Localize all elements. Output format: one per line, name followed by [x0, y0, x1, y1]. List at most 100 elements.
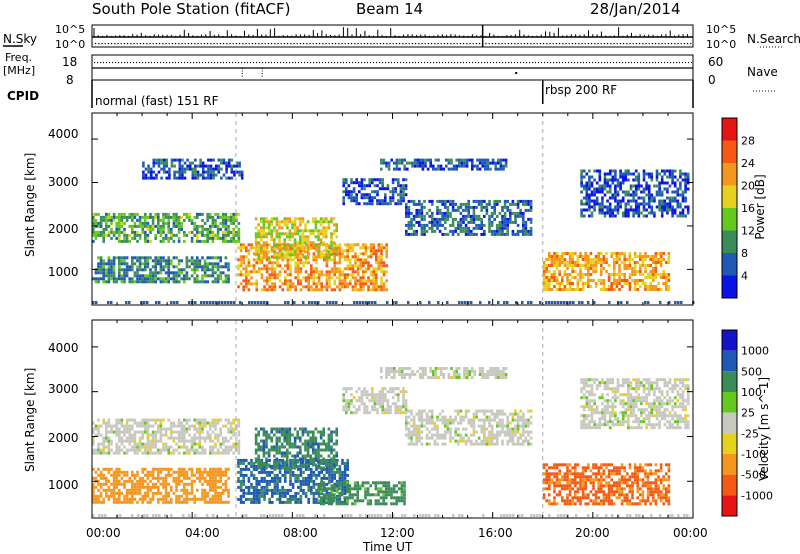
heatmap-cell [389, 199, 392, 203]
heatmap-cell [271, 479, 274, 483]
heatmap-cell [333, 252, 336, 256]
heatmap-cell [167, 500, 170, 504]
heatmap-cell [580, 214, 583, 218]
heatmap-cell [542, 261, 546, 264]
heatmap-cell [511, 211, 515, 215]
heatmap-cell [252, 488, 256, 492]
heatmap-cell [247, 282, 251, 286]
heatmap-cell [611, 181, 615, 185]
nsearch-point [405, 43, 407, 45]
heatmap-cell [642, 199, 646, 203]
heatmap-cell [151, 280, 155, 284]
heatmap-cell [377, 255, 381, 259]
heatmap-cell [211, 500, 215, 504]
heatmap-cell [423, 217, 426, 221]
heatmap-cell [632, 184, 635, 188]
heatmap-cell [418, 199, 421, 203]
heatmap-cell [355, 181, 358, 185]
heatmap-cell [237, 430, 241, 434]
heatmap-cell [602, 267, 606, 270]
heatmap-cell [219, 430, 222, 434]
heatmap-cell [115, 445, 118, 449]
heatmap-cell [188, 418, 191, 422]
heatmap-cell [642, 208, 646, 212]
heatmap-cell [149, 227, 152, 231]
heatmap-cell [563, 288, 567, 291]
heatmap-cell [486, 167, 490, 171]
heatmap-cell [209, 479, 212, 483]
heatmap-cell [196, 236, 199, 240]
heatmap-cell [203, 467, 207, 471]
heatmap-cell [598, 187, 602, 191]
nave-point [331, 62, 333, 64]
heatmap-cell [315, 249, 318, 253]
heatmap-cell [260, 244, 263, 248]
heatmap-cell [407, 199, 411, 203]
nave-point [535, 62, 537, 64]
heatmap-cell [645, 208, 648, 212]
heatmap-cell [105, 218, 108, 222]
heatmap-cell [190, 448, 194, 452]
heatmap-cell [542, 288, 546, 291]
heatmap-cell [563, 258, 567, 261]
heatmap-cell [362, 246, 365, 250]
heatmap-cell [684, 181, 687, 185]
heatmap-cell [146, 224, 150, 228]
heatmap-cell [157, 473, 160, 477]
heatmap-cell [181, 170, 184, 174]
heatmap-cell [162, 224, 165, 228]
heatmap-cell [444, 226, 447, 230]
heatmap-cell [349, 246, 352, 250]
heatmap-cell [110, 265, 113, 269]
heatmap-cell [322, 232, 325, 236]
heatmap-cell [164, 442, 168, 446]
heatmap-cell [267, 250, 271, 254]
nsearch-point [312, 43, 314, 45]
nave-point [442, 62, 444, 64]
heatmap-cell [315, 258, 318, 262]
nsearch-point [309, 43, 311, 45]
heatmap-cell [356, 273, 360, 277]
heatmap-cell [333, 261, 336, 265]
heatmap-cell [503, 301, 506, 304]
heatmap-cell [284, 500, 287, 504]
heatmap-cell [164, 491, 168, 495]
heatmap-cell [227, 418, 230, 422]
heatmap-cell [286, 500, 290, 504]
heatmap-cell [170, 488, 173, 492]
heatmap-cell [214, 262, 217, 266]
heatmap-cell [407, 205, 411, 209]
nsearch-point [466, 43, 468, 45]
heatmap-cell [633, 252, 637, 255]
heatmap-cell [602, 258, 606, 261]
colorbar-tick-label: 16 [741, 202, 755, 215]
heatmap-cell [227, 494, 230, 498]
heatmap-cell [120, 259, 124, 263]
heatmap-cell [649, 288, 652, 291]
heatmap-cell [107, 233, 111, 237]
heatmap-cell [194, 167, 197, 171]
heatmap-cell [175, 271, 178, 275]
heatmap-cell [464, 229, 468, 233]
heatmap-cell [260, 491, 264, 495]
heatmap-cell [475, 217, 478, 221]
heatmap-cell [185, 445, 189, 449]
heatmap-cell [159, 491, 163, 495]
heatmap-cell [681, 208, 685, 212]
heatmap-cell [239, 301, 242, 304]
heatmap-cell [196, 170, 200, 174]
heatmap-cell [613, 258, 616, 261]
heatmap-cell [333, 267, 336, 271]
heatmap-cell [154, 445, 157, 449]
heatmap-cell [173, 173, 176, 177]
heatmap-cell [120, 262, 124, 266]
heatmap-cell [652, 267, 655, 270]
heatmap-cell [149, 277, 152, 281]
heatmap-cell [133, 442, 137, 446]
heatmap-cell [209, 274, 212, 278]
heatmap-cell [332, 217, 336, 221]
heatmap-cell [92, 497, 95, 501]
nsearch-point [395, 43, 397, 45]
heatmap-cell [224, 256, 228, 260]
heatmap-cell [227, 430, 230, 434]
